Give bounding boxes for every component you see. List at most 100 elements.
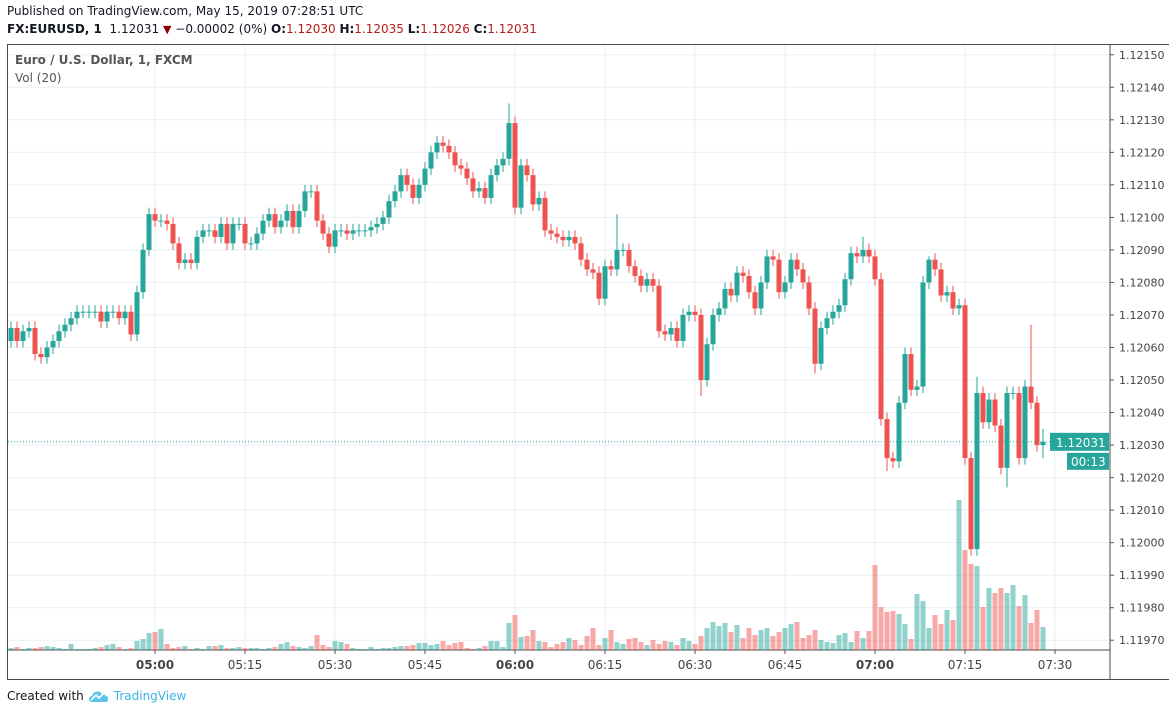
volume-bar: [80, 649, 86, 650]
candle-body: [770, 256, 776, 260]
candle-body: [164, 220, 170, 224]
volume-bar: [872, 565, 878, 650]
volume-bar: [446, 645, 452, 650]
y-tick-label: 1.12030: [1119, 439, 1165, 452]
volume-bar: [248, 648, 254, 650]
candle-body: [950, 292, 956, 309]
x-tick-label: 07:30: [1038, 658, 1073, 672]
volume-bar: [932, 615, 938, 650]
candle-body: [578, 243, 584, 260]
candle-body: [980, 393, 986, 423]
candle-body: [542, 197, 548, 231]
candle-body: [782, 282, 788, 293]
candle-body: [338, 230, 344, 232]
y-tick-label: 1.12080: [1119, 276, 1165, 289]
y-tick-label: 1.12130: [1119, 114, 1165, 127]
candle-body: [872, 256, 878, 280]
volume-bar: [770, 636, 776, 650]
symbol: FX:EURUSD, 1: [7, 22, 102, 36]
volume-bar: [674, 645, 680, 650]
volume-bar: [122, 649, 128, 650]
candle-body: [38, 354, 44, 358]
candle-body: [8, 327, 14, 341]
candle-body: [992, 399, 998, 426]
candle-body: [722, 288, 728, 309]
candle-body: [1010, 393, 1016, 395]
candle-body: [422, 168, 428, 185]
open-label: O:: [271, 22, 286, 36]
volume-bar: [896, 614, 902, 650]
candle-body: [548, 230, 554, 234]
volume-bar: [398, 646, 404, 650]
candle-body: [704, 344, 710, 381]
volume-bar: [26, 648, 32, 650]
volume-bar: [68, 644, 74, 650]
volume-bar: [662, 641, 668, 650]
y-tick-label: 1.12120: [1119, 146, 1165, 159]
volume-bar: [236, 647, 242, 650]
volume-bar: [98, 647, 104, 650]
candle-body: [494, 165, 500, 176]
volume-bar: [758, 630, 764, 650]
footer: Created with TradingView: [7, 689, 186, 703]
tradingview-link[interactable]: TradingView: [113, 689, 187, 703]
candle-body: [314, 191, 320, 221]
candle-body: [212, 230, 218, 237]
volume-indicator-label[interactable]: Vol (20): [15, 71, 62, 85]
candle-body: [902, 354, 908, 403]
candle-body: [110, 311, 116, 313]
candle-body: [308, 191, 314, 193]
candle-body: [956, 305, 962, 309]
volume-bar: [284, 642, 290, 650]
chart-frame[interactable]: [7, 44, 1169, 680]
candle-body: [62, 324, 68, 332]
candle-body: [392, 191, 398, 202]
candle-body: [218, 223, 224, 237]
volume-bar: [794, 622, 800, 650]
candle-body: [464, 168, 470, 179]
volume-bar: [788, 624, 794, 650]
candle-body: [824, 318, 830, 328]
volume-bar: [86, 649, 92, 650]
volume-bar: [146, 633, 152, 650]
volume-bar: [992, 593, 998, 650]
candle-body: [554, 233, 560, 237]
candle-body: [932, 259, 938, 270]
current-price-label: 1.12031: [1056, 436, 1106, 450]
candle-body: [248, 243, 254, 245]
volume-bar: [8, 648, 14, 650]
volume-bar: [74, 649, 80, 650]
volume-bar: [92, 648, 98, 650]
volume-bar: [314, 635, 320, 650]
y-tick-label: 1.12090: [1119, 244, 1165, 257]
candle-body: [524, 165, 530, 176]
candle-body: [92, 311, 98, 313]
candle-body: [1040, 441, 1046, 446]
price-axis[interactable]: [1111, 45, 1169, 679]
volume-bar: [362, 649, 368, 650]
candle-body: [236, 223, 242, 225]
volume-bar: [716, 626, 722, 650]
volume-bar: [56, 648, 62, 650]
volume-bar: [848, 642, 854, 650]
candle-body: [380, 217, 386, 224]
volume-bar: [512, 615, 518, 650]
volume-bar: [116, 647, 122, 650]
close-value: 1.12031: [487, 22, 537, 36]
volume-bar: [710, 622, 716, 650]
volume-bar: [698, 636, 704, 650]
candle-body: [728, 288, 734, 296]
candle-body: [152, 214, 158, 221]
candle-body: [896, 402, 902, 462]
volume-bar: [440, 641, 446, 650]
volume-bar: [812, 630, 818, 650]
candle-body: [206, 230, 212, 232]
candle-body: [914, 386, 920, 390]
volume-bar: [986, 588, 992, 650]
candle-body: [584, 259, 590, 270]
candle-body: [776, 259, 782, 293]
candle-body: [14, 327, 20, 341]
volume-bar: [656, 644, 662, 650]
y-tick-label: 1.11990: [1119, 569, 1165, 582]
